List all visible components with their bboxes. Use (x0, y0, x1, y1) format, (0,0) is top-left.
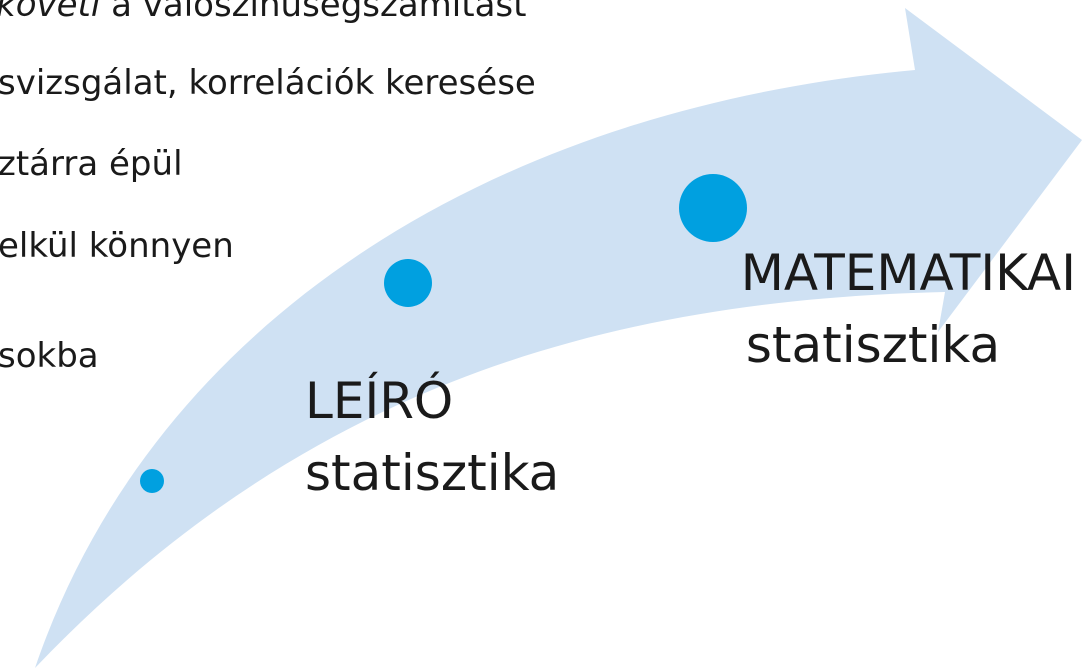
progress-arrow (35, 8, 1082, 668)
stage-dot (384, 259, 432, 307)
stage-subtitle: statisztika (746, 316, 1000, 374)
bullet-text: követi a valószínűségszámítást (0, 0, 526, 25)
bullet-italic: követi (0, 0, 101, 25)
bullet-text: elkül könnyen (0, 226, 234, 266)
bullet-text: sokba (0, 336, 99, 376)
stage-title: MATEMATIKAI (741, 244, 1076, 302)
stage-title: LEÍRÓ (305, 371, 453, 430)
stage-dot (679, 174, 747, 242)
stage-subtitle: statisztika (305, 444, 559, 502)
bullet-text: ztárra épül (0, 144, 183, 184)
bullet-text: svizsgálat, korrelációk keresése (0, 63, 536, 103)
bullet-rest: a valószínűségszámítást (100, 0, 526, 25)
stage-dot (140, 469, 164, 493)
